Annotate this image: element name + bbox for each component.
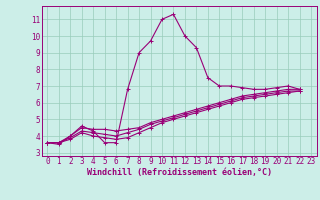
X-axis label: Windchill (Refroidissement éolien,°C): Windchill (Refroidissement éolien,°C) [87,168,272,177]
